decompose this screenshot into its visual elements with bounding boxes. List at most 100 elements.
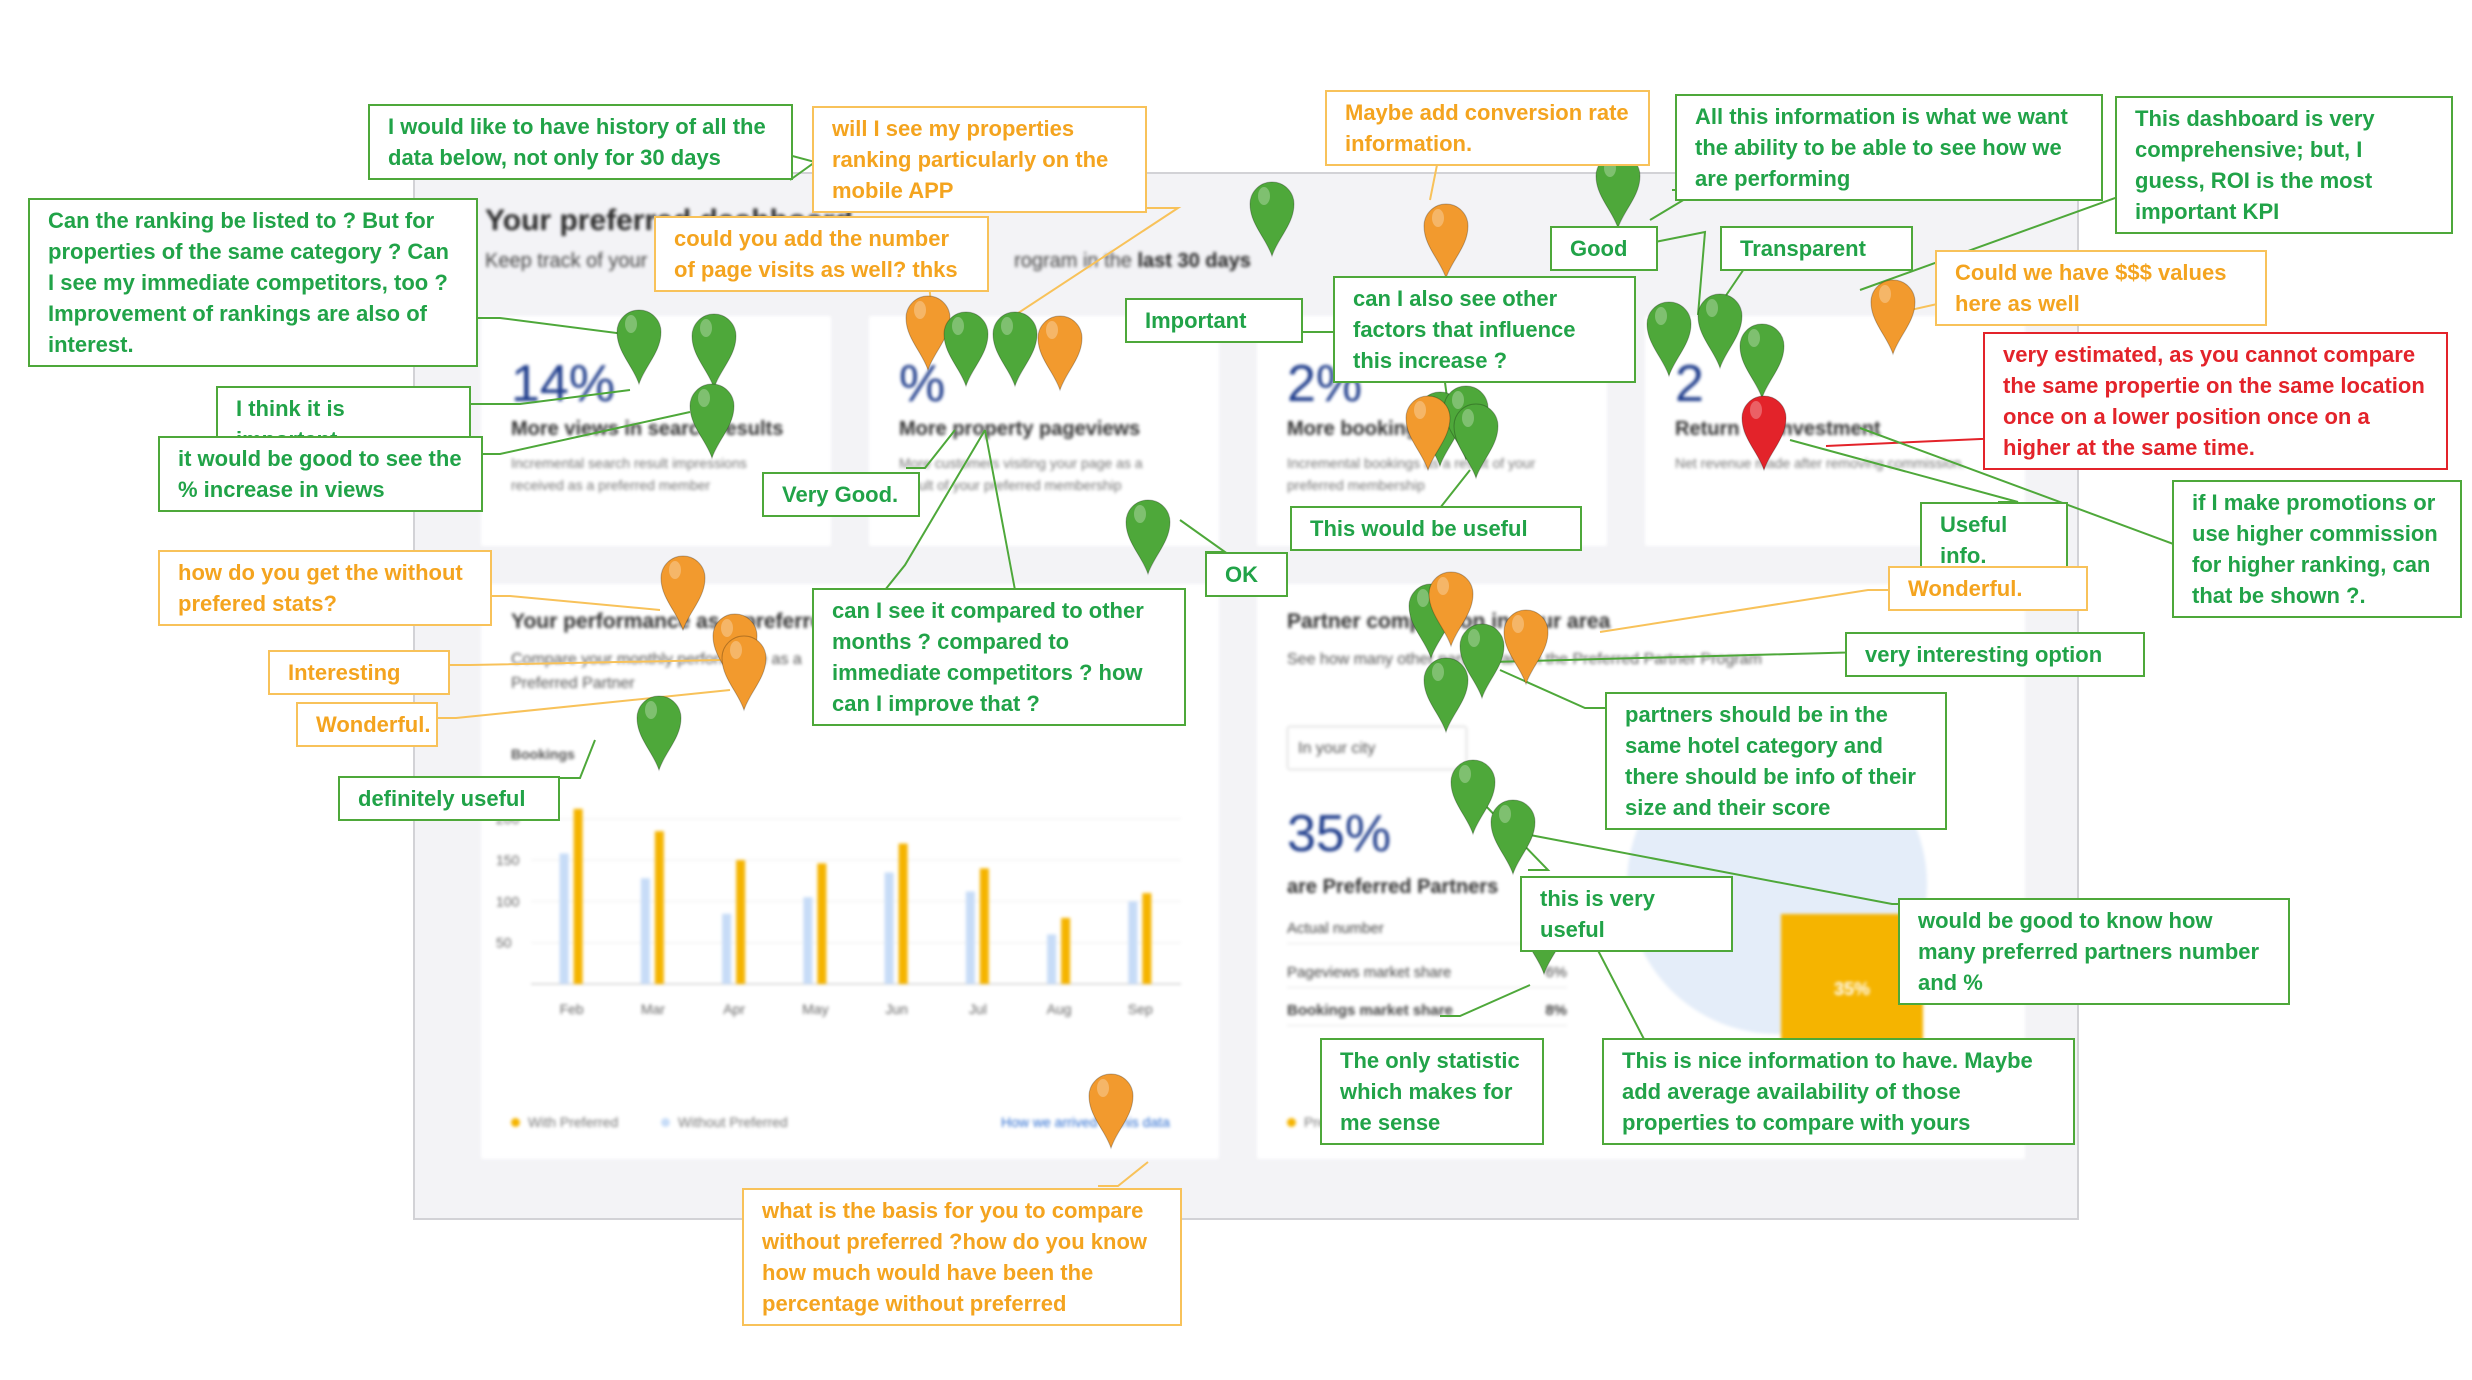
orange-map-pin-icon[interactable] <box>719 632 769 712</box>
bar-with-preferred[interactable] <box>979 868 989 984</box>
comment-history: I would like to have history of all the … <box>368 104 793 180</box>
comment-wonderful-right: Wonderful. <box>1888 566 2088 611</box>
subtitle-prefix: Keep track of your <box>485 250 648 272</box>
comment-interesting-option: very interesting option <box>1845 632 2145 677</box>
green-map-pin-icon[interactable] <box>1457 620 1507 700</box>
comment-page-visits: could you add the number of page visits … <box>654 216 989 292</box>
kpi-value: 2 <box>1675 355 1704 413</box>
bar-without-preferred[interactable] <box>559 853 569 984</box>
green-map-pin-icon[interactable] <box>1123 496 1173 576</box>
comment-def-useful: definitely useful <box>338 776 560 821</box>
comment-ok: OK <box>1205 552 1288 597</box>
stat-row: Pageviews market share 6% <box>1287 964 1567 988</box>
comment-partners-number: would be good to know how many preferred… <box>1898 898 2290 1005</box>
subtitle-middle: rogram in the <box>1014 250 1132 272</box>
x-tick-label: Feb <box>560 1001 584 1017</box>
green-map-pin-icon[interactable] <box>1695 290 1745 370</box>
green-map-pin-icon[interactable] <box>1247 178 1297 258</box>
comment-conversion: Maybe add conversion rate information. <box>1325 90 1650 166</box>
green-map-pin-icon[interactable] <box>941 308 991 388</box>
green-map-pin-icon[interactable] <box>689 310 739 390</box>
comment-comprehensive: This dashboard is very comprehensive; bu… <box>2115 96 2453 234</box>
chart-ylabel: Bookings <box>511 746 575 762</box>
orange-map-pin-icon[interactable] <box>1501 606 1551 686</box>
bar-with-preferred[interactable] <box>1061 917 1071 984</box>
comment-would-be-useful: This would be useful <box>1290 506 1582 551</box>
comment-interesting: Interesting <box>268 650 450 695</box>
bar-with-preferred[interactable] <box>1142 893 1152 984</box>
stat-row: Bookings market share 8% <box>1287 1002 1567 1026</box>
legend-dot-icon <box>1287 1118 1296 1127</box>
bar-without-preferred[interactable] <box>965 891 975 984</box>
comment-transparent: Transparent <box>1720 226 1913 271</box>
comment-other-factors: can I also see other factors that influe… <box>1333 276 1636 383</box>
legend-with-preferred: With Preferred <box>511 1114 618 1130</box>
partner-percentage-label: are Preferred Partners <box>1287 876 1499 898</box>
green-map-pin-icon[interactable] <box>1488 796 1538 876</box>
comment-estimated: very estimated, as you cannot compare th… <box>1983 332 2448 470</box>
kpi-description: Incremental search result impressions re… <box>511 455 747 493</box>
bar-without-preferred[interactable] <box>803 897 813 984</box>
legend-dot-icon <box>661 1118 670 1127</box>
bar-without-preferred[interactable] <box>1047 934 1057 984</box>
green-map-pin-icon[interactable] <box>1421 654 1471 734</box>
stat-label: Pageviews market share <box>1287 964 1452 981</box>
orange-map-pin-icon[interactable] <box>903 292 953 372</box>
orange-map-pin-icon[interactable] <box>1086 1070 1136 1150</box>
bar-with-preferred[interactable] <box>654 831 664 984</box>
kpi-description: Net revenue made after removing commissi… <box>1675 455 1966 471</box>
comment-all-info: All this information is what we want the… <box>1675 94 2103 201</box>
bar-with-preferred[interactable] <box>898 843 908 984</box>
orange-map-pin-icon[interactable] <box>1403 392 1453 472</box>
bookings-bar-chart: 50100150200FebMarAprMayJunJulAugSep <box>496 808 1181 1017</box>
orange-map-pin-icon[interactable] <box>1035 312 1085 392</box>
kpi-value: 14% <box>511 355 616 413</box>
green-map-pin-icon[interactable] <box>1448 756 1498 836</box>
bar-without-preferred[interactable] <box>1128 901 1138 984</box>
red-map-pin-icon[interactable] <box>1739 392 1789 472</box>
legend-dot-icon <box>511 1118 520 1127</box>
kpi-title: More property pageviews <box>899 418 1141 440</box>
x-tick-label: Aug <box>1047 1001 1072 1017</box>
stat-label: Actual number <box>1287 920 1384 937</box>
bar-without-preferred[interactable] <box>640 878 650 984</box>
comment-ranking-category: Can the ranking be listed to ? But for p… <box>28 198 478 367</box>
legend-without-preferred: Without Preferred <box>661 1114 788 1130</box>
orange-map-pin-icon[interactable] <box>1421 200 1471 280</box>
x-tick-label: May <box>802 1001 828 1017</box>
comment-promotions: if I make promotions or use higher commi… <box>2172 480 2462 618</box>
stat-value: 8% <box>1545 1002 1567 1019</box>
city-select[interactable]: In your city <box>1287 726 1467 770</box>
y-tick-label: 50 <box>496 935 512 951</box>
bar-with-preferred[interactable] <box>573 808 583 984</box>
y-tick-label: 150 <box>496 852 520 868</box>
comment-basis: what is the basis for you to compare wit… <box>742 1188 1182 1326</box>
orange-map-pin-icon[interactable] <box>1426 568 1476 648</box>
x-tick-label: Jun <box>885 1001 908 1017</box>
x-tick-label: Jul <box>969 1001 987 1017</box>
how-we-arrived-link[interactable]: How we arrived at this data <box>1001 1114 1170 1130</box>
green-map-pin-icon[interactable] <box>687 380 737 460</box>
green-map-pin-icon[interactable] <box>1451 400 1501 480</box>
bar-with-preferred[interactable] <box>736 860 746 984</box>
bar-without-preferred[interactable] <box>884 872 894 984</box>
x-tick-label: Apr <box>723 1001 745 1017</box>
orange-map-pin-icon[interactable] <box>658 552 708 632</box>
x-tick-label: Mar <box>641 1001 665 1017</box>
bar-with-preferred[interactable] <box>817 863 827 984</box>
green-map-pin-icon[interactable] <box>614 306 664 386</box>
y-tick-label: 100 <box>496 893 520 909</box>
comment-only-stat: The only statistic which makes for me se… <box>1320 1038 1544 1145</box>
orange-map-pin-icon[interactable] <box>1868 276 1918 356</box>
bar-without-preferred[interactable] <box>722 913 732 984</box>
legend-with-label: With Preferred <box>528 1114 619 1130</box>
comment-good: Good <box>1550 226 1658 271</box>
partner-percentage: 35% <box>1287 805 1392 863</box>
comment-ranking-app: will I see my properties ranking particu… <box>812 106 1147 213</box>
kpi-title: More views in search results <box>511 418 784 440</box>
green-map-pin-icon[interactable] <box>634 692 684 772</box>
green-map-pin-icon[interactable] <box>1737 320 1787 400</box>
kpi-value: % <box>899 355 946 413</box>
green-map-pin-icon[interactable] <box>990 308 1040 388</box>
green-map-pin-icon[interactable] <box>1644 298 1694 378</box>
